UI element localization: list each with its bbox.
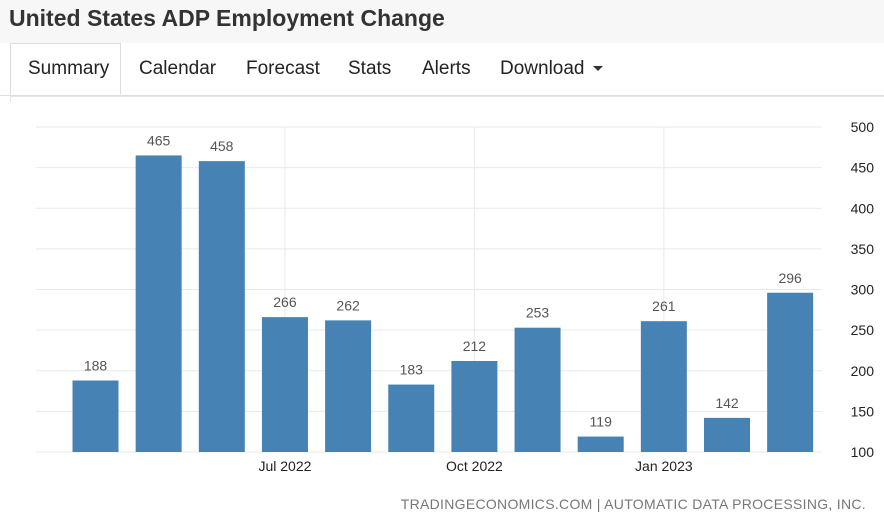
y-tick-label: 100 [851,444,875,460]
bar-value-label: 253 [526,305,550,321]
source-credit: TRADINGECONOMICS.COM | AUTOMATIC DATA PR… [400,496,866,512]
bar [640,321,687,452]
bar-value-label: 262 [336,297,360,313]
bar-value-label: 296 [778,270,802,286]
bar-value-label: 266 [273,294,297,310]
bar [451,361,498,452]
bar [388,384,435,452]
bar-value-label: 465 [147,132,171,148]
panel-border [10,96,884,102]
y-tick-label: 450 [851,160,875,176]
tab-alerts[interactable]: Alerts [422,58,471,79]
bar-value-label: 119 [590,414,613,430]
bar [198,161,245,452]
y-tick-label: 150 [851,403,875,419]
bar [261,317,308,452]
y-tick-label: 300 [851,282,875,298]
x-tick-label: Jan 2023 [635,458,693,474]
bar [767,292,814,452]
bar-value-label: 261 [652,298,676,314]
page-header: United States ADP Employment Change [0,0,884,44]
bar-value-label: 188 [84,358,108,374]
y-tick-label: 250 [851,322,875,338]
y-tick-label: 400 [851,200,875,216]
bar [72,380,119,452]
y-tick-label: 500 [851,119,875,135]
tab-forecast[interactable]: Forecast [246,58,320,79]
tab-download-label: Download [500,58,585,79]
y-tick-label: 200 [851,363,875,379]
tab-calendar[interactable]: Calendar [139,58,217,79]
y-tick-label: 350 [851,241,875,257]
bar [325,320,372,452]
bar-value-label: 458 [210,138,234,154]
tab-summary[interactable]: Summary [10,43,121,95]
bar [135,155,182,452]
bar [514,327,561,452]
bar [577,436,624,452]
bar-value-label: 183 [400,362,424,378]
bar-value-label: 212 [463,338,487,354]
x-tick-label: Oct 2022 [446,458,503,474]
tab-bar: Summary Calendar Forecast Stats Alerts D… [0,43,884,96]
tab-stats[interactable]: Stats [348,58,392,79]
tab-download[interactable]: Download [500,43,603,95]
caret-down-icon [592,66,603,72]
bar [704,417,750,452]
bar-value-label: 142 [715,395,739,411]
x-tick-label: Jul 2022 [258,458,311,474]
page-title: United States ADP Employment Change [9,5,445,31]
